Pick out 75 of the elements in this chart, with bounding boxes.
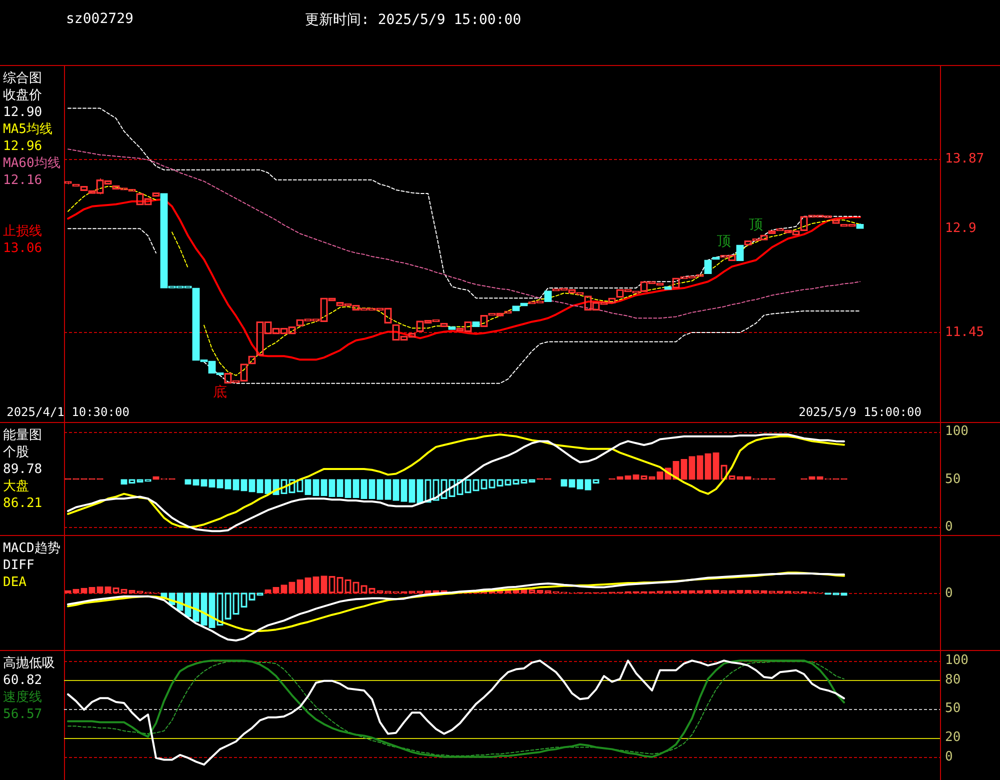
bar	[704, 453, 712, 480]
candlestick	[704, 260, 712, 274]
bar	[264, 479, 272, 494]
legend-title: 能量图	[3, 427, 43, 444]
text: 止损线 13.06	[3, 223, 44, 257]
candlestick	[664, 286, 672, 290]
bar	[288, 582, 296, 594]
bar	[712, 452, 720, 480]
bar	[320, 576, 328, 594]
text: DIFF	[3, 557, 36, 574]
y-tick-label: 13.87	[945, 151, 984, 166]
y-tick-label: 100	[945, 653, 968, 668]
bar	[408, 479, 416, 503]
y-tick-label: 0	[945, 520, 953, 535]
y-tick-label: 20	[945, 730, 961, 746]
bar	[360, 479, 368, 499]
bar	[584, 479, 592, 490]
bar	[400, 479, 408, 502]
candlestick	[520, 302, 528, 306]
text: 底	[213, 384, 227, 400]
candlestick	[856, 224, 864, 229]
bar	[336, 479, 344, 498]
bar	[376, 479, 384, 500]
y-tick-label: 50	[945, 701, 961, 716]
chart-title: sz002729	[66, 11, 134, 27]
bar	[192, 592, 200, 622]
bar	[344, 479, 352, 498]
bar	[296, 579, 304, 594]
text: DEA	[3, 574, 28, 591]
x-tick-label: 2025/4/1 10:30:00	[6, 405, 130, 420]
y-tick-label: 11.45	[945, 324, 984, 340]
bar	[352, 479, 360, 498]
text: 收盘价 12.90	[3, 87, 44, 121]
bar	[256, 479, 264, 494]
y-tick-label: 12.9	[945, 220, 976, 236]
bar	[208, 592, 216, 628]
bar	[416, 479, 424, 504]
y-tick-label: 80	[945, 672, 961, 688]
y-tick-label: 50	[945, 472, 961, 487]
line-series	[68, 108, 860, 299]
bar	[304, 577, 312, 594]
bar	[392, 479, 400, 501]
candlestick	[512, 306, 520, 312]
bar	[312, 479, 320, 496]
bar	[304, 479, 312, 496]
candlestick	[448, 326, 456, 330]
y-tick-label: 0	[945, 749, 953, 764]
series-label: 速度线 56.57	[3, 689, 44, 723]
text: 顶	[717, 233, 731, 250]
bar	[328, 479, 336, 498]
candlestick	[736, 244, 744, 262]
bar	[368, 479, 376, 499]
bar	[384, 479, 392, 500]
legend-label: 大盘 86.21	[3, 478, 44, 512]
bar	[248, 479, 256, 492]
candlestick	[472, 321, 480, 328]
bar	[200, 592, 208, 626]
series-label: MA60均线 12.16	[3, 155, 62, 189]
bar	[320, 479, 328, 496]
x-tick-label: 2025/5/9 15:00:00	[798, 405, 922, 420]
chart-subtitle: 更新时间: 2025/5/9 15:00:00	[305, 11, 522, 29]
series-label: 高抛低吸 60.82	[3, 655, 56, 689]
legend-title: 综合图	[3, 70, 43, 87]
bar	[688, 456, 696, 480]
text: 个股 89.78	[3, 444, 44, 478]
bar	[232, 479, 240, 490]
bar	[680, 459, 688, 480]
line-series	[68, 148, 860, 319]
legend-title: MACD趋势	[3, 540, 62, 557]
text: MA5均线 12.96	[3, 121, 54, 155]
bar	[312, 576, 320, 594]
text: 顶	[749, 216, 763, 233]
bar	[696, 455, 704, 480]
y-tick-label: 100	[945, 424, 968, 439]
bar	[240, 479, 248, 492]
